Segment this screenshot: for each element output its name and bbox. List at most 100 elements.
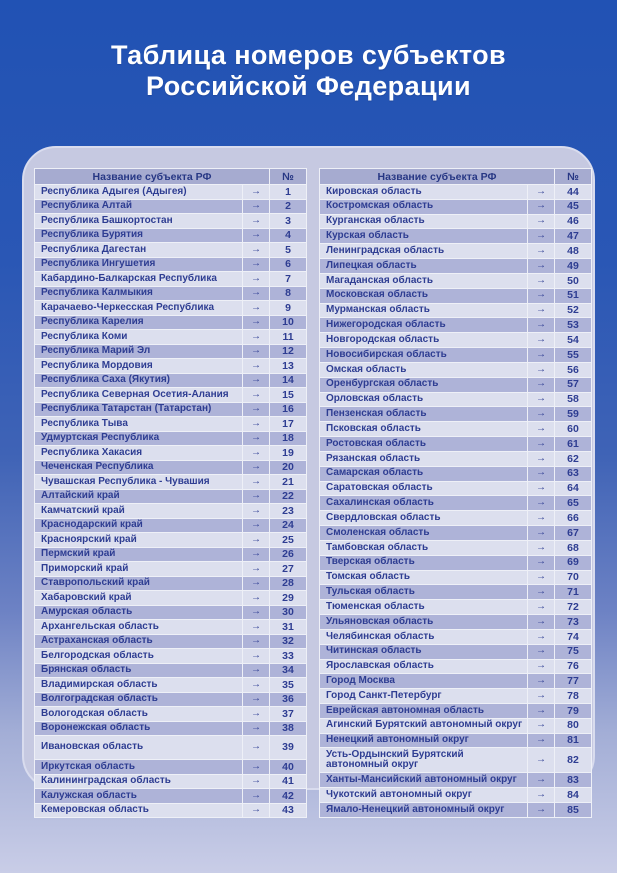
subject-number: 47: [554, 228, 592, 245]
subjects-table-right-body: Кировская область → 44 Костромская область →…: [319, 184, 592, 819]
arrow-right-icon: →: [241, 358, 271, 374]
table-row: Томская область → 70: [319, 569, 592, 586]
table-row: Астраханская область → 32: [34, 633, 307, 649]
subject-number: 20: [269, 459, 307, 475]
table-row: Ямало-Ненецкий автономный округ → 85: [319, 801, 592, 819]
arrow-right-icon: →: [526, 554, 556, 571]
table-row: Нижегородская область → 53: [319, 317, 592, 334]
arrow-right-icon: →: [526, 688, 556, 704]
arrow-right-icon: →: [526, 510, 556, 527]
subject-number: 42: [269, 788, 307, 804]
subject-name: Архангельская область: [34, 619, 243, 635]
subject-number: 62: [554, 450, 592, 467]
subject-name: Республика Мордовия: [34, 358, 243, 374]
subject-number: 68: [554, 539, 592, 556]
arrow-right-icon: →: [241, 213, 271, 229]
arrow-right-icon: →: [241, 517, 271, 533]
table-row: Сахалинская область → 65: [319, 495, 592, 512]
table-row: Республика Марий Эл → 12: [34, 343, 307, 359]
subject-name: Ненецкий автономный округ: [319, 732, 528, 749]
table-row: Оренбургская область → 57: [319, 376, 592, 393]
subject-number: 74: [554, 628, 592, 645]
subject-name: Республика Саха (Якутия): [34, 372, 243, 388]
subject-number: 1: [269, 184, 307, 200]
table-row: Республика Башкортостан → 3: [34, 213, 307, 229]
table-row: Ивановская область → 39: [34, 735, 307, 760]
column-header-number: №: [269, 168, 307, 185]
table-row: Калининградская область → 41: [34, 773, 307, 789]
subject-name: Республика Бурятия: [34, 227, 243, 243]
arrow-right-icon: →: [241, 720, 271, 736]
table-row: Мурманская область → 52: [319, 302, 592, 319]
table-row: Кемеровская область → 43: [34, 802, 307, 818]
arrow-right-icon: →: [241, 735, 271, 760]
table-row: Красноярский край → 25: [34, 532, 307, 548]
table-row: Ставропольский край → 28: [34, 575, 307, 591]
subject-number: 61: [554, 436, 592, 452]
arrow-right-icon: →: [241, 242, 271, 258]
table-row: Иркутская область → 40: [34, 759, 307, 775]
arrow-right-icon: →: [526, 658, 556, 675]
subject-number: 28: [269, 575, 307, 591]
subject-number: 57: [554, 376, 592, 393]
arrow-right-icon: →: [241, 474, 271, 490]
subject-number: 4: [269, 227, 307, 243]
subject-number: 56: [554, 361, 592, 378]
subject-name: Новосибирская область: [319, 347, 528, 363]
subject-number: 24: [269, 517, 307, 533]
subject-number: 65: [554, 495, 592, 512]
table-row: Чувашская Республика - Чувашия → 21: [34, 474, 307, 490]
subject-number: 14: [269, 372, 307, 388]
arrow-right-icon: →: [241, 343, 271, 359]
subject-name: Ростовская область: [319, 436, 528, 452]
arrow-right-icon: →: [526, 347, 556, 363]
arrow-right-icon: →: [241, 227, 271, 243]
arrow-right-icon: →: [526, 258, 556, 274]
subject-name: Магаданская область: [319, 272, 528, 289]
arrow-right-icon: →: [526, 643, 556, 660]
subject-number: 70: [554, 569, 592, 586]
arrow-right-icon: →: [241, 773, 271, 789]
arrow-right-icon: →: [526, 332, 556, 349]
arrow-right-icon: →: [241, 604, 271, 620]
subject-number: 31: [269, 619, 307, 635]
subject-name: Камчатский край: [34, 503, 243, 519]
subject-name: Республика Карелия: [34, 314, 243, 330]
subject-name: Республика Ингушетия: [34, 256, 243, 272]
arrow-right-icon: →: [241, 532, 271, 548]
table-row: Самарская область → 63: [319, 465, 592, 482]
arrow-right-icon: →: [526, 702, 556, 719]
subject-name: Белгородская область: [34, 648, 243, 664]
subject-number: 27: [269, 561, 307, 577]
table-row: Читинская область → 75: [319, 643, 592, 660]
subject-number: 50: [554, 272, 592, 289]
subject-number: 21: [269, 474, 307, 490]
column-header-subject-name: Название субъекта РФ: [34, 168, 270, 185]
arrow-right-icon: →: [241, 788, 271, 804]
subject-name: Костромская область: [319, 198, 528, 215]
subject-name: Еврейская автономная область: [319, 702, 528, 719]
subject-name: Чеченская Республика: [34, 459, 243, 475]
table-row: Ростовская область → 61: [319, 436, 592, 452]
subject-name: Омская область: [319, 361, 528, 378]
subject-number: 3: [269, 213, 307, 229]
arrow-right-icon: →: [241, 184, 271, 200]
subject-number: 83: [554, 772, 592, 788]
subject-number: 36: [269, 691, 307, 707]
subject-number: 78: [554, 688, 592, 704]
subject-number: 60: [554, 421, 592, 438]
subject-name: Удмуртская Республика: [34, 430, 243, 446]
arrow-right-icon: →: [241, 677, 271, 693]
subject-name: Ивановская область: [34, 735, 243, 760]
table-row: Пермский край → 26: [34, 546, 307, 562]
subject-name: Республика Хакасия: [34, 445, 243, 461]
subject-name: Вологодская область: [34, 706, 243, 722]
arrow-right-icon: →: [241, 691, 271, 707]
arrow-right-icon: →: [241, 561, 271, 577]
subject-name: Липецкая область: [319, 258, 528, 274]
subject-number: 82: [554, 747, 592, 774]
subject-name: Челябинская область: [319, 628, 528, 645]
subject-name: Владимирская область: [34, 677, 243, 693]
arrow-right-icon: →: [241, 488, 271, 504]
table-row: Челябинская область → 74: [319, 628, 592, 645]
